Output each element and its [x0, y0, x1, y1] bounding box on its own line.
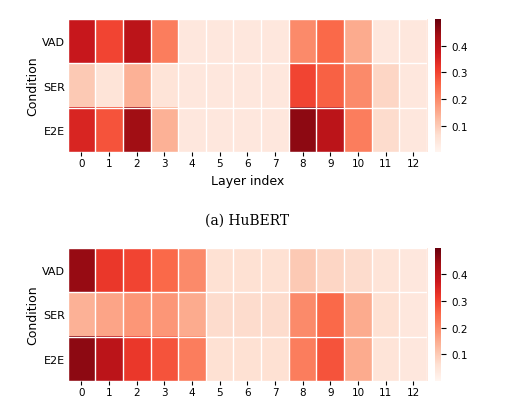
Y-axis label: Condition: Condition [26, 57, 39, 116]
Y-axis label: Condition: Condition [26, 285, 39, 344]
Title: (a) HuBERT: (a) HuBERT [205, 213, 289, 227]
X-axis label: Layer index: Layer index [211, 174, 284, 187]
